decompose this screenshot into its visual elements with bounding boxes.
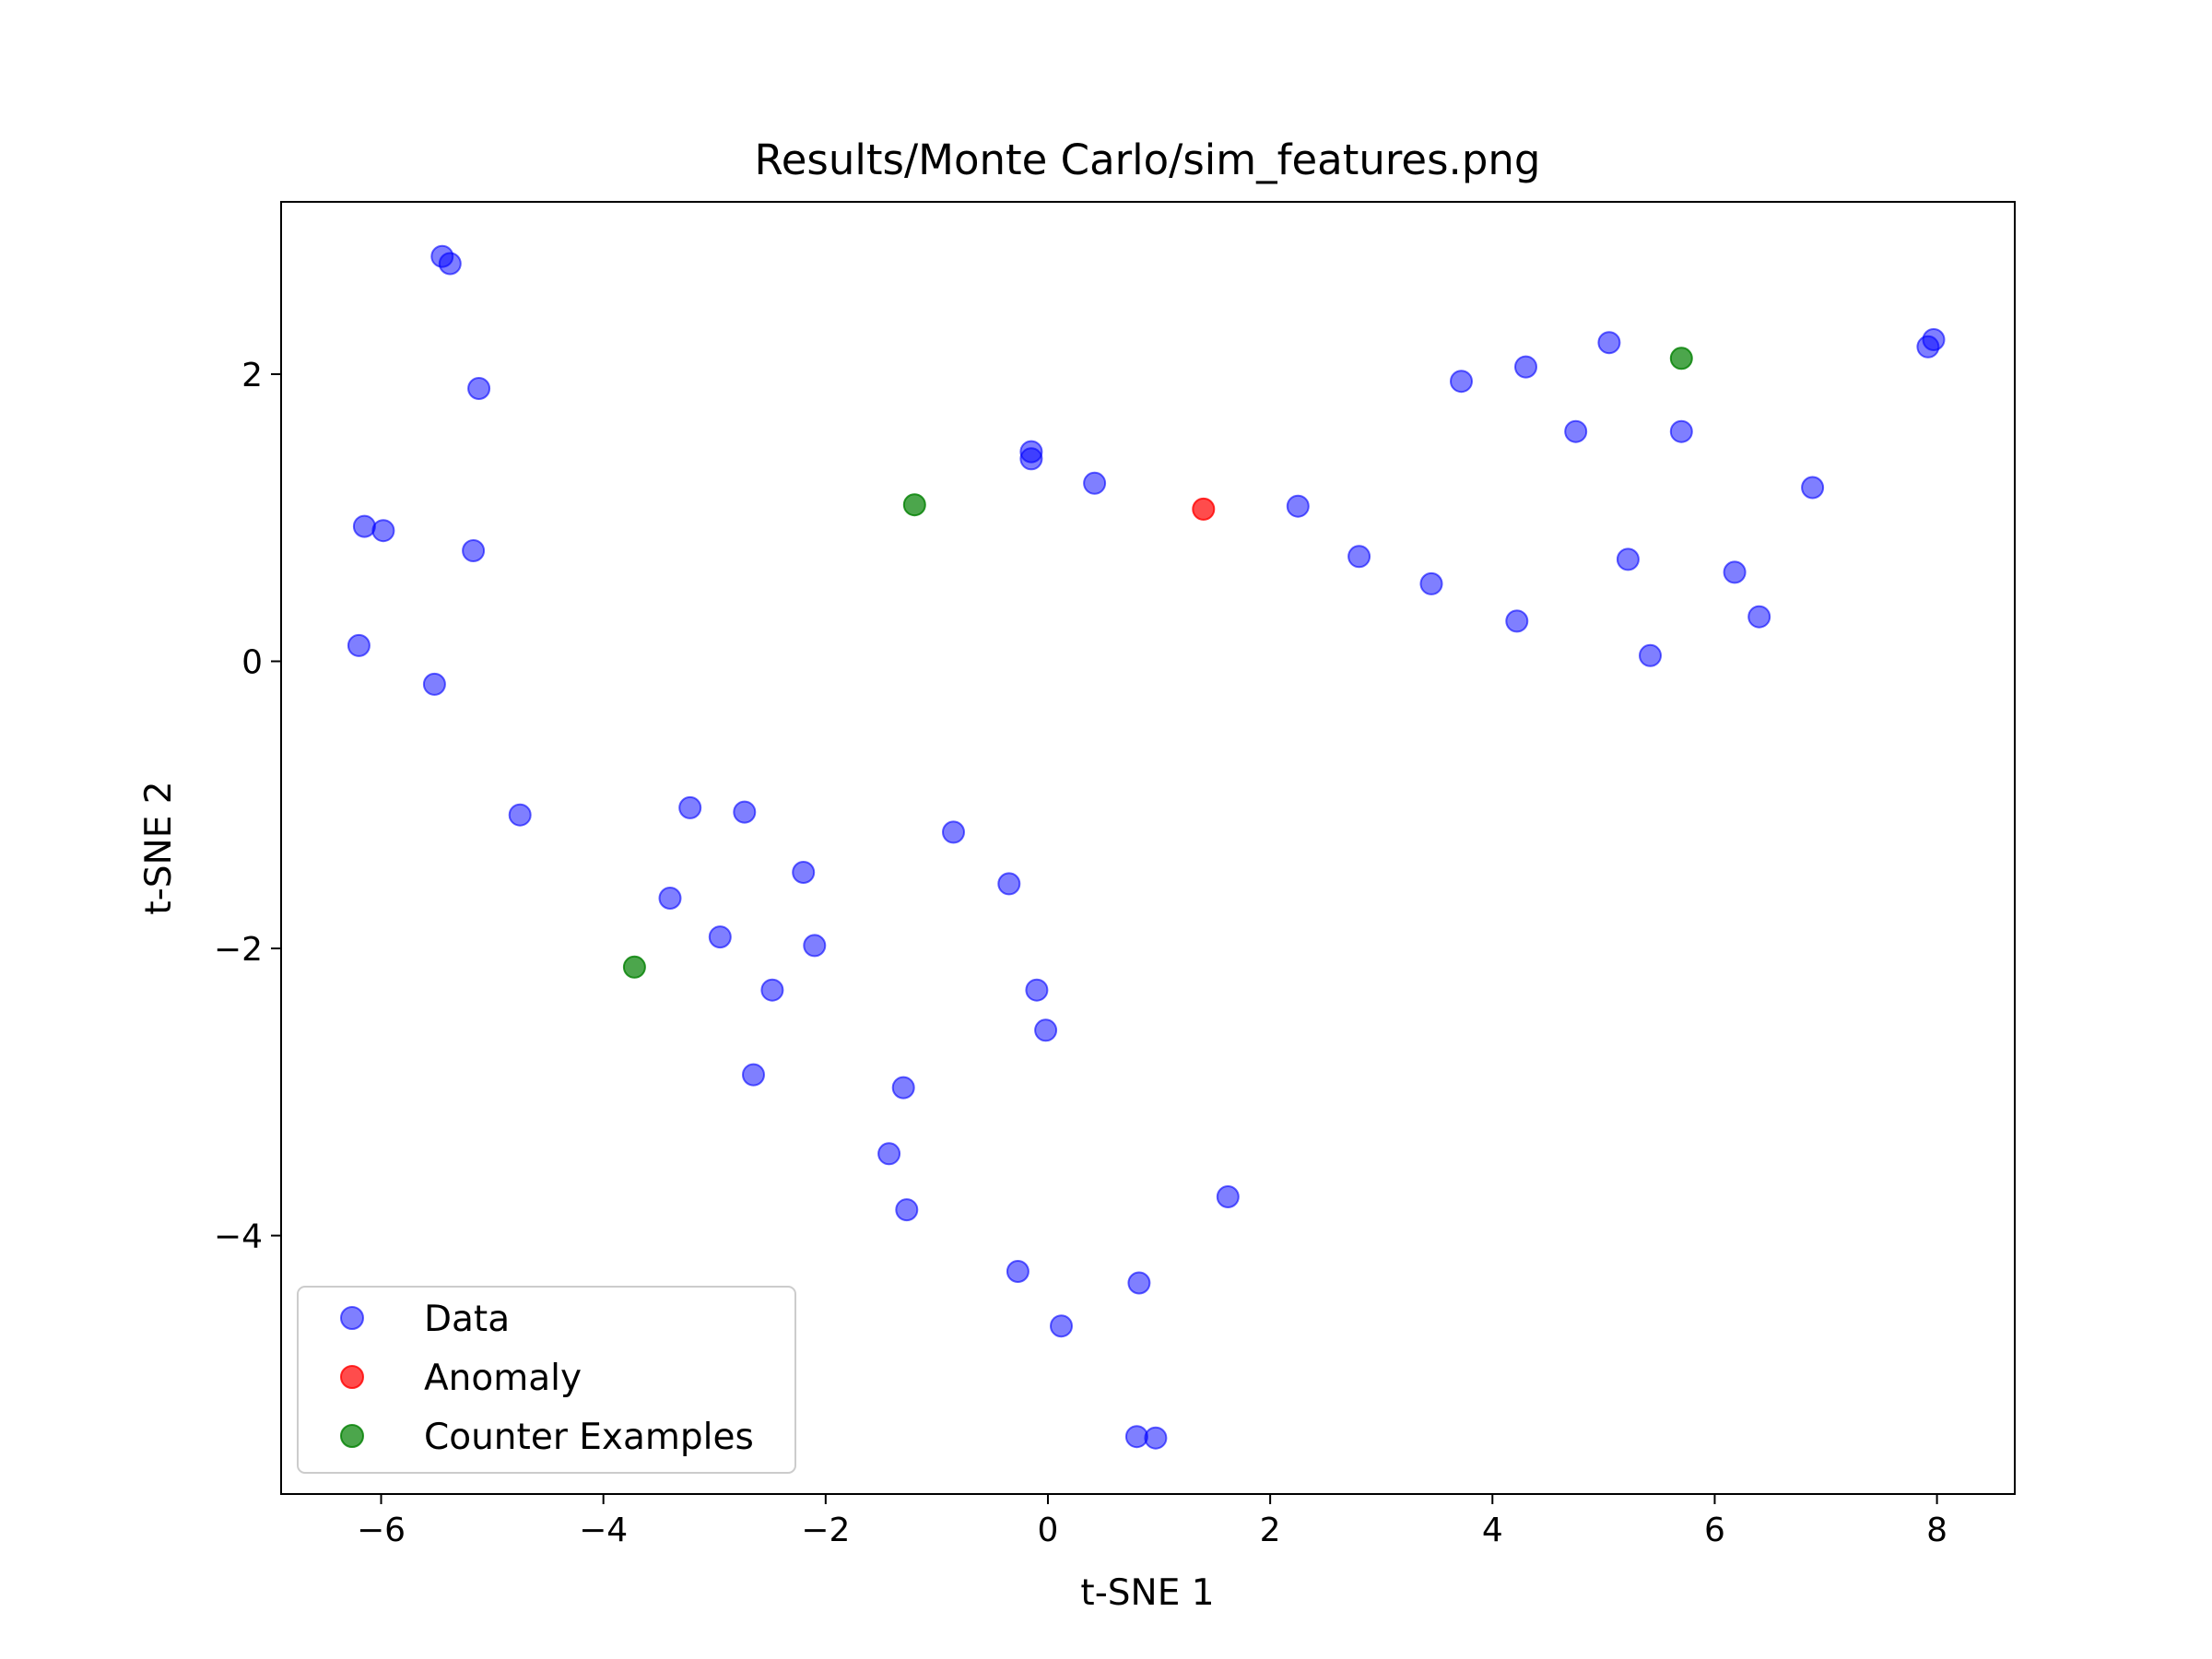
data-point-data — [1025, 978, 1049, 1002]
data-point-data — [708, 925, 732, 949]
data-point-data — [1050, 1314, 1073, 1338]
legend-items: Data Anomaly Counter Examples — [340, 1299, 754, 1458]
data-point-anomaly — [1192, 497, 1216, 521]
axes-frame — [280, 201, 2016, 1495]
data-point-data — [1216, 1185, 1240, 1208]
data-point-data — [895, 1198, 919, 1222]
data-point-data — [1083, 471, 1107, 495]
series-data — [347, 244, 1946, 1450]
legend: Data Anomaly Counter Examples — [297, 1286, 796, 1474]
data-point-data — [1801, 476, 1825, 500]
series-anomaly — [1192, 497, 1216, 521]
data-point-data — [352, 514, 376, 538]
legend-label-counter-examples: Counter Examples — [424, 1417, 754, 1458]
data-point-data — [733, 800, 757, 824]
data-point-data — [803, 934, 827, 958]
x-tick-label: 6 — [1704, 1512, 1725, 1549]
data-point-data — [658, 887, 682, 910]
data-point-data — [1419, 571, 1443, 595]
legend-label-anomaly: Anomaly — [424, 1358, 582, 1399]
series-counter-examples — [622, 347, 1693, 979]
x-tick-label: 4 — [1482, 1512, 1503, 1549]
x-tick-label: 8 — [1926, 1512, 1947, 1549]
data-point-data — [760, 978, 784, 1002]
data-point-counter-examples — [902, 493, 926, 517]
y-tick-label: −2 — [214, 931, 263, 969]
y-axis-ticks: −4 −2 0 2 — [214, 357, 281, 1256]
data-point-data — [792, 861, 816, 884]
data-point-data — [467, 377, 491, 400]
y-axis-label: t-SNE 2 — [138, 781, 180, 914]
data-point-data — [678, 795, 702, 819]
data-point-data — [1922, 328, 1946, 351]
x-axis-ticks: −6 −4 −2 0 2 4 6 8 — [357, 1494, 1947, 1549]
legend-marker-anomaly — [340, 1365, 364, 1389]
chart-title: Results/Monte Carlo/sim_features.png — [754, 135, 1540, 184]
data-point-data — [1505, 609, 1529, 633]
data-point-data — [742, 1063, 765, 1087]
data-point-data — [1723, 560, 1747, 584]
x-tick-label: 0 — [1038, 1512, 1059, 1549]
legend-marker-counter-examples — [340, 1424, 364, 1448]
x-tick-label: 2 — [1260, 1512, 1281, 1549]
y-tick-label: −4 — [214, 1218, 263, 1256]
data-point-data — [1034, 1018, 1058, 1042]
data-point-data — [1124, 1425, 1148, 1449]
legend-frame — [297, 1286, 796, 1474]
data-point-data — [997, 872, 1021, 896]
data-point-counter-examples — [1669, 347, 1693, 371]
data-point-counter-examples — [622, 955, 646, 979]
data-point-data — [422, 672, 446, 696]
y-tick-label: 2 — [241, 357, 263, 394]
data-point-data — [371, 519, 395, 543]
y-tick-label: 0 — [241, 643, 263, 681]
data-points — [347, 244, 1946, 1450]
x-tick-label: −2 — [801, 1512, 850, 1549]
x-tick-label: −6 — [357, 1512, 406, 1549]
data-point-data — [877, 1142, 901, 1166]
data-point-data — [942, 820, 965, 844]
data-point-data — [1639, 643, 1662, 667]
data-point-data — [1450, 370, 1473, 394]
data-point-data — [1127, 1271, 1151, 1295]
data-point-data — [1597, 331, 1621, 355]
data-point-data — [891, 1076, 915, 1100]
legend-label-data: Data — [424, 1299, 510, 1340]
data-point-data — [1514, 355, 1537, 379]
plot-area — [280, 201, 2016, 1495]
data-point-data — [1144, 1426, 1168, 1450]
data-point-data — [462, 539, 486, 562]
x-axis-label: t-SNE 1 — [1080, 1572, 1214, 1614]
data-point-data — [1669, 419, 1693, 443]
legend-marker-data — [340, 1306, 364, 1330]
data-point-data — [1019, 447, 1043, 471]
data-point-data — [1286, 494, 1310, 518]
data-point-data — [1747, 605, 1771, 629]
data-point-data — [1564, 419, 1588, 443]
data-point-data — [1347, 545, 1371, 569]
data-point-data — [1006, 1260, 1030, 1283]
data-point-data — [1616, 547, 1640, 571]
data-point-data — [508, 803, 532, 827]
data-point-data — [438, 252, 462, 276]
data-point-data — [347, 633, 371, 657]
x-tick-label: −4 — [579, 1512, 628, 1549]
